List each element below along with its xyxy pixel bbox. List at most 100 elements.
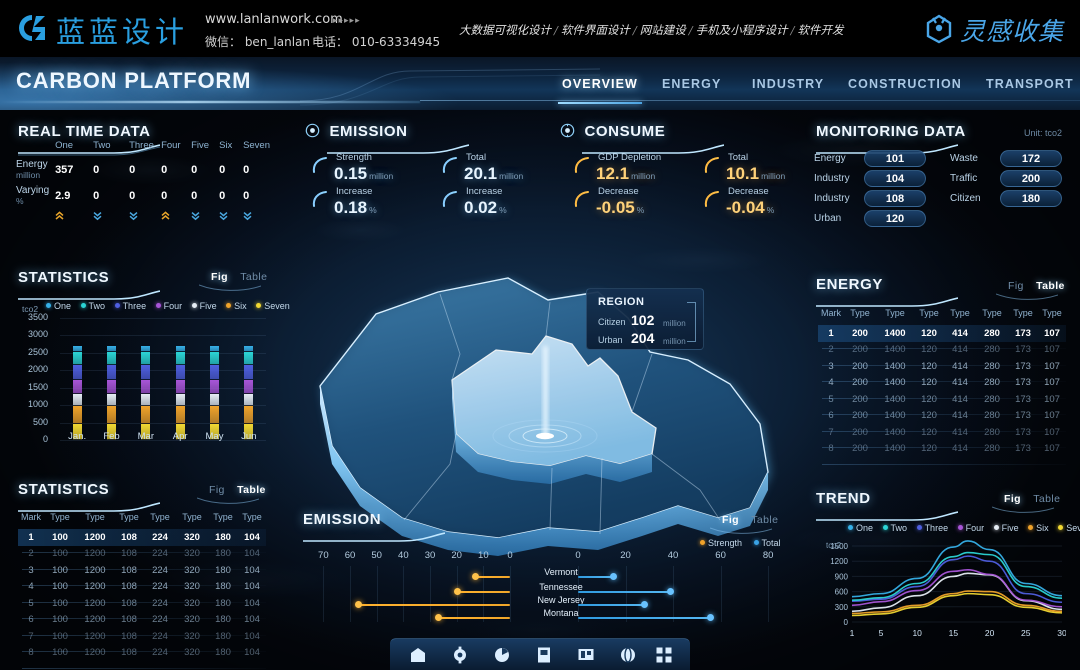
statistics-fig-toggle[interactable]: Fig Table bbox=[199, 271, 268, 291]
table-cell: 100 bbox=[52, 614, 68, 626]
table-row[interactable]: 2 100 1200 108 224 320 180 104 bbox=[18, 546, 266, 563]
tab-transport[interactable]: TRANSPORT bbox=[986, 77, 1074, 91]
toggle-table[interactable]: Table bbox=[240, 271, 268, 283]
legend-swatch bbox=[957, 525, 963, 530]
table-cell: 120 bbox=[921, 393, 937, 405]
strength-bar bbox=[475, 576, 510, 578]
kpi-value: -0.05% bbox=[596, 198, 645, 217]
separator: / bbox=[688, 23, 693, 37]
gridline bbox=[376, 566, 378, 622]
column-header: Type bbox=[850, 308, 870, 318]
toggle-fig[interactable]: Fig bbox=[1004, 493, 1021, 505]
bar-segment bbox=[72, 345, 82, 352]
realtime-col-header: Two bbox=[93, 140, 111, 151]
table-row[interactable]: 4 100 1200 108 224 320 180 104 bbox=[18, 579, 266, 596]
table-row[interactable]: 5 100 1200 108 224 320 180 104 bbox=[18, 595, 266, 612]
table-cell: 108 bbox=[121, 581, 137, 593]
column-header: Type bbox=[213, 512, 233, 522]
toggle-fig[interactable]: Fig bbox=[722, 514, 739, 526]
table-cell: 104 bbox=[244, 630, 260, 642]
table-cell: 180 bbox=[215, 531, 231, 543]
table-row[interactable]: 8 200 1400 120 414 280 173 107 bbox=[818, 441, 1066, 458]
trend-line-four bbox=[851, 569, 1063, 608]
monitoring-row: Citizen 180 bbox=[950, 190, 1068, 208]
strength-bar-cap bbox=[472, 573, 480, 580]
table-cell: 414 bbox=[952, 360, 968, 372]
tab-construction[interactable]: CONSTRUCTION bbox=[848, 77, 962, 91]
toggle-fig[interactable]: Fig bbox=[211, 271, 228, 283]
row-divider bbox=[822, 414, 1066, 415]
table-row[interactable]: 1 100 1200 108 224 320 180 104 bbox=[18, 529, 266, 546]
table-cell: 107 bbox=[1044, 377, 1060, 389]
table-row[interactable]: 7 100 1200 108 224 320 180 104 bbox=[18, 628, 266, 645]
table-cell: 224 bbox=[152, 564, 168, 576]
table-cell: 1400 bbox=[884, 393, 906, 405]
table-row[interactable]: 3 200 1400 120 414 280 173 107 bbox=[818, 358, 1066, 375]
kpi-unit: million bbox=[499, 171, 524, 181]
table-row[interactable]: 4 200 1400 120 414 280 173 107 bbox=[818, 375, 1066, 392]
table-row[interactable]: 1 200 1400 120 414 280 173 107 bbox=[818, 325, 1066, 342]
legend-swatch bbox=[882, 525, 888, 530]
x-tick-label: Apr bbox=[172, 431, 188, 442]
table-cell: 180 bbox=[215, 630, 231, 642]
settings-icon[interactable] bbox=[450, 645, 470, 665]
emission-kpi-title-text: EMISSION bbox=[329, 123, 408, 140]
strength-bar bbox=[438, 617, 510, 619]
realtime-col-header: One bbox=[55, 140, 74, 151]
table-row[interactable]: 5 200 1400 120 414 280 173 107 bbox=[818, 391, 1066, 408]
realtime-row-label: Varying% bbox=[16, 185, 50, 206]
table-row[interactable]: 8 100 1200 108 224 320 180 104 bbox=[18, 645, 266, 662]
chart-pie-icon[interactable] bbox=[492, 645, 512, 665]
tab-overview[interactable]: OVERVIEW bbox=[558, 77, 642, 104]
grid-icon[interactable] bbox=[654, 645, 674, 665]
trend-toggle[interactable]: Fig Table bbox=[992, 493, 1061, 513]
table-row[interactable]: 6 100 1200 108 224 320 180 104 bbox=[18, 612, 266, 629]
kpi-unit: % bbox=[369, 205, 377, 215]
statistics-table-toggle[interactable]: Fig Table bbox=[197, 484, 266, 504]
row-divider bbox=[22, 651, 266, 652]
table-cell: 104 bbox=[244, 647, 260, 659]
table-row[interactable]: 2 200 1400 120 414 280 173 107 bbox=[818, 342, 1066, 359]
table-cell: 173 bbox=[1015, 377, 1031, 389]
table-cell: 280 bbox=[984, 360, 1000, 372]
energy-data-table[interactable]: Mark Type Type Type Type Type Type Type 1 200 1400… bbox=[818, 308, 1066, 465]
table-cell: 1400 bbox=[884, 443, 906, 455]
toggle-fig[interactable]: Fig bbox=[209, 484, 225, 496]
y-tick-label: 500 bbox=[32, 416, 48, 427]
x-tick-label: Jan. bbox=[68, 431, 87, 442]
bar-segment bbox=[210, 345, 219, 352]
table-cell: 4 bbox=[28, 581, 34, 593]
globe-icon[interactable] bbox=[618, 645, 638, 665]
table-row[interactable]: 7 200 1400 120 414 280 173 107 bbox=[818, 424, 1066, 441]
statistics-data-table[interactable]: Mark Type Type Type Type Type Type Type 1 100 1200… bbox=[18, 512, 266, 669]
document-icon[interactable] bbox=[534, 645, 554, 665]
swirl-icon bbox=[704, 191, 719, 207]
kpi-value: 12.1 million bbox=[596, 164, 656, 183]
toggle-table[interactable]: Table bbox=[1033, 493, 1061, 505]
tab-energy[interactable]: ENERGY bbox=[662, 77, 722, 91]
realtime-table: One Two Three Four Five Six Seven Energy millio… bbox=[16, 140, 270, 226]
bar-segment bbox=[244, 365, 254, 381]
brand-url[interactable]: www.lanlanwork.com bbox=[205, 12, 343, 27]
title-sweep-decor bbox=[18, 502, 160, 512]
table-row[interactable]: 3 100 1200 108 224 320 180 104 bbox=[18, 562, 266, 579]
kpi-value: 20.1 million bbox=[464, 164, 524, 183]
table-cell: 320 bbox=[184, 548, 200, 560]
y-tick-label: 0 bbox=[42, 434, 48, 444]
toggle-fig[interactable]: Fig bbox=[1008, 280, 1024, 292]
emission-chart-toggle[interactable]: Fig Table bbox=[710, 514, 779, 534]
toggle-table[interactable]: Table bbox=[237, 484, 266, 496]
kpi-value: 0.15 million bbox=[334, 164, 394, 183]
toggle-table[interactable]: Table bbox=[1036, 280, 1065, 292]
tab-industry[interactable]: INDUSTRY bbox=[752, 77, 825, 91]
legend-swatch bbox=[916, 525, 922, 530]
table-row[interactable]: 6 200 1400 120 414 280 173 107 bbox=[818, 408, 1066, 425]
table-cell: 100 bbox=[52, 647, 68, 659]
table-cell: 414 bbox=[952, 327, 968, 339]
row-divider bbox=[822, 447, 1066, 448]
dashboard-icon[interactable] bbox=[576, 645, 596, 665]
energy-toggle[interactable]: Fig Table bbox=[996, 280, 1065, 300]
bar-segment bbox=[175, 394, 185, 406]
home-icon[interactable] bbox=[408, 645, 428, 665]
toggle-table[interactable]: Table bbox=[751, 514, 779, 526]
